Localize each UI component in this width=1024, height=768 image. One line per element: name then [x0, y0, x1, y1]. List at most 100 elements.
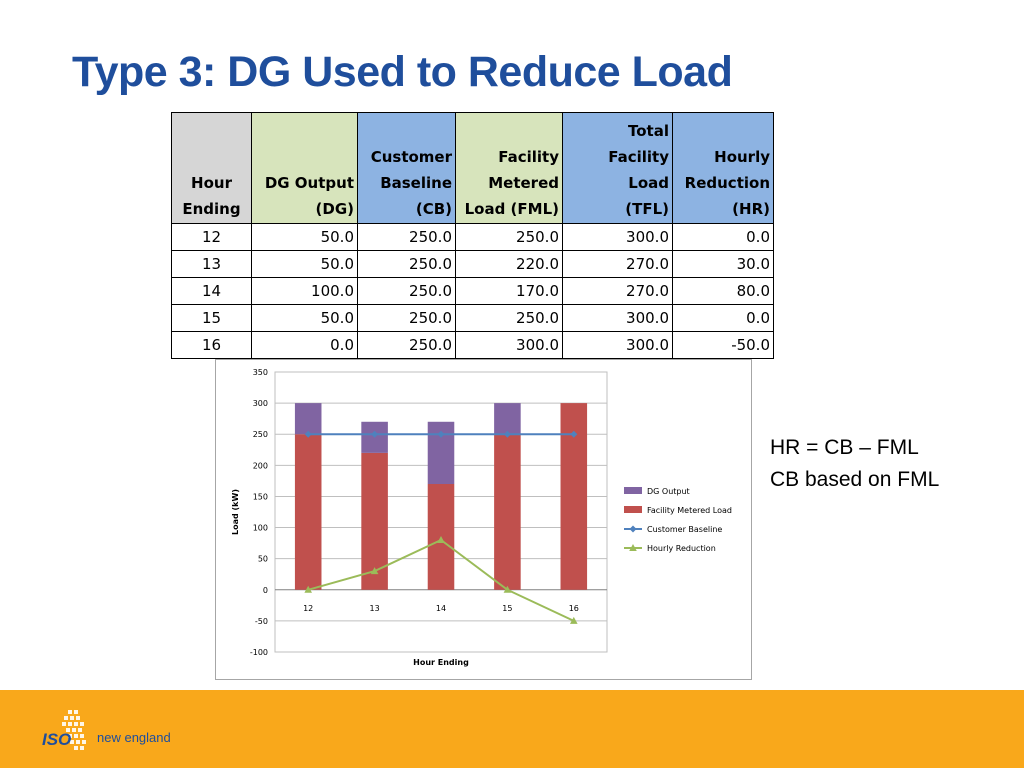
header-line: (HR): [732, 200, 770, 218]
header-line: Hourly: [714, 148, 770, 166]
table-cell: 50.0: [251, 304, 358, 332]
header-line: Metered: [488, 174, 559, 192]
table-cell: 300.0: [562, 331, 673, 359]
hourly-reduction-point: [503, 585, 512, 593]
table-cell: 300.0: [455, 331, 563, 359]
logo-name-text: new england: [97, 730, 171, 745]
note-baseline: CB based on FML: [770, 468, 940, 491]
table-cell: 100.0: [251, 277, 358, 305]
header-line: Facility Load: [608, 148, 669, 192]
table-cell: 30.0: [672, 250, 774, 278]
table-cell: 50.0: [251, 223, 358, 251]
legend-label: DG Output: [647, 487, 690, 496]
hourly-reduction-point: [437, 536, 445, 543]
logo-iso-text: ISO: [42, 730, 72, 749]
y-tick-label: 50: [258, 555, 268, 564]
table-cell: 12: [171, 223, 252, 251]
bar-dg-output: [494, 403, 521, 435]
hourly-reduction-point: [570, 616, 578, 624]
hourly-reduction-point: [370, 567, 379, 575]
header-hourly-reduction: Hourly Reduction (HR): [672, 112, 774, 224]
legend-label: Facility Metered Load: [647, 506, 732, 515]
header-line: Ending: [182, 200, 241, 218]
x-tick-label: 13: [370, 604, 380, 613]
header-line: Total: [628, 122, 669, 140]
table-row: 13 50.0 250.0 220.0 270.0 30.0: [171, 250, 774, 278]
table-cell: 80.0: [672, 277, 774, 305]
table-cell: 250.0: [357, 250, 456, 278]
legend-marker: [629, 525, 637, 533]
customer-baseline-point: [570, 430, 578, 438]
table-cell: 250.0: [455, 223, 563, 251]
header-line: (CB): [415, 200, 452, 218]
table-cell: 250.0: [357, 277, 456, 305]
header-line: Hour: [191, 174, 232, 192]
header-line: DG Output: [264, 174, 354, 192]
table-row: 12 50.0 250.0 250.0 300.0 0.0: [171, 223, 774, 251]
table-cell: 250.0: [357, 223, 456, 251]
header-line: Facility: [498, 148, 559, 166]
y-tick-label: 200: [253, 461, 268, 470]
y-tick-label: 150: [253, 492, 268, 501]
header-line: Baseline: [380, 174, 452, 192]
x-tick-label: 16: [569, 604, 579, 613]
table-cell: 250.0: [357, 304, 456, 332]
bar-dg-output: [294, 403, 322, 435]
x-tick-label: 14: [436, 604, 446, 613]
table-row: 14 100.0 250.0 170.0 270.0 80.0: [171, 277, 774, 305]
table-cell: 15: [171, 304, 252, 332]
header-dg-output: DG Output (DG): [251, 112, 358, 224]
table-cell: 170.0: [455, 277, 563, 305]
header-line: (DG): [315, 200, 354, 218]
y-tick-label: 100: [253, 524, 268, 533]
table-cell: 0.0: [251, 331, 358, 359]
table-cell: 16: [171, 331, 252, 359]
note-formula: HR = CB – FML: [770, 436, 919, 459]
table-row: 16 0.0 250.0 300.0 300.0 -50.0: [171, 331, 774, 359]
header-hour-ending: Hour Ending: [171, 112, 252, 224]
legend-swatch: [624, 506, 642, 513]
load-chart: 350 300 250 200 150 100 50 0 -50 -100 12 13 14 15 16 Ho…: [231, 368, 732, 667]
y-tick-label: -50: [255, 617, 268, 626]
table-cell: 14: [171, 277, 252, 305]
bar-facility-metered-load: [294, 434, 322, 590]
legend-swatch: [624, 487, 642, 494]
y-tick-label: 0: [263, 586, 268, 595]
header-line: (TFL): [625, 200, 669, 218]
header-line: Customer: [370, 148, 452, 166]
y-tick-label: -100: [250, 648, 268, 657]
header-customer-baseline: Customer Baseline (CB): [357, 112, 456, 224]
table-cell: 250.0: [455, 304, 563, 332]
bar-facility-metered-load: [494, 434, 521, 590]
header-total-facility-load: Total Facility Load (TFL): [562, 112, 673, 224]
y-tick-label: 250: [253, 430, 268, 439]
y-tick-label: 300: [253, 399, 268, 408]
table-cell: 0.0: [672, 223, 774, 251]
customer-baseline-point: [503, 430, 511, 438]
x-axis-title: Hour Ending: [413, 658, 469, 667]
header-facility-metered-load: Facility Metered Load (FML): [455, 112, 563, 224]
table-cell: 300.0: [562, 223, 673, 251]
customer-baseline-point: [304, 430, 312, 438]
chart-frame: 350 300 250 200 150 100 50 0 -50 -100 12 13 14 15 16 Ho…: [215, 359, 752, 680]
table-cell: 270.0: [562, 277, 673, 305]
table-cell: 13: [171, 250, 252, 278]
table-cell: 50.0: [251, 250, 358, 278]
slide-title: Type 3: DG Used to Reduce Load: [72, 48, 733, 96]
iso-new-england-logo: ISO new england: [38, 708, 188, 758]
legend-label: Customer Baseline: [647, 525, 722, 534]
new-england-map-icon: [62, 710, 86, 750]
header-line: Reduction: [684, 174, 770, 192]
table-cell: 220.0: [455, 250, 563, 278]
table-header-row: Hour Ending DG Output (DG) Customer Base…: [171, 112, 774, 224]
y-tick-label: 350: [253, 368, 268, 377]
footer-bar: [0, 690, 1024, 768]
customer-baseline-point: [437, 430, 445, 438]
customer-baseline-point: [371, 430, 379, 438]
table-cell: 0.0: [672, 304, 774, 332]
legend-marker: [629, 544, 637, 551]
table-cell: 270.0: [562, 250, 673, 278]
x-tick-label: 15: [502, 604, 512, 613]
table-cell: 300.0: [562, 304, 673, 332]
hourly-reduction-point: [304, 585, 312, 593]
